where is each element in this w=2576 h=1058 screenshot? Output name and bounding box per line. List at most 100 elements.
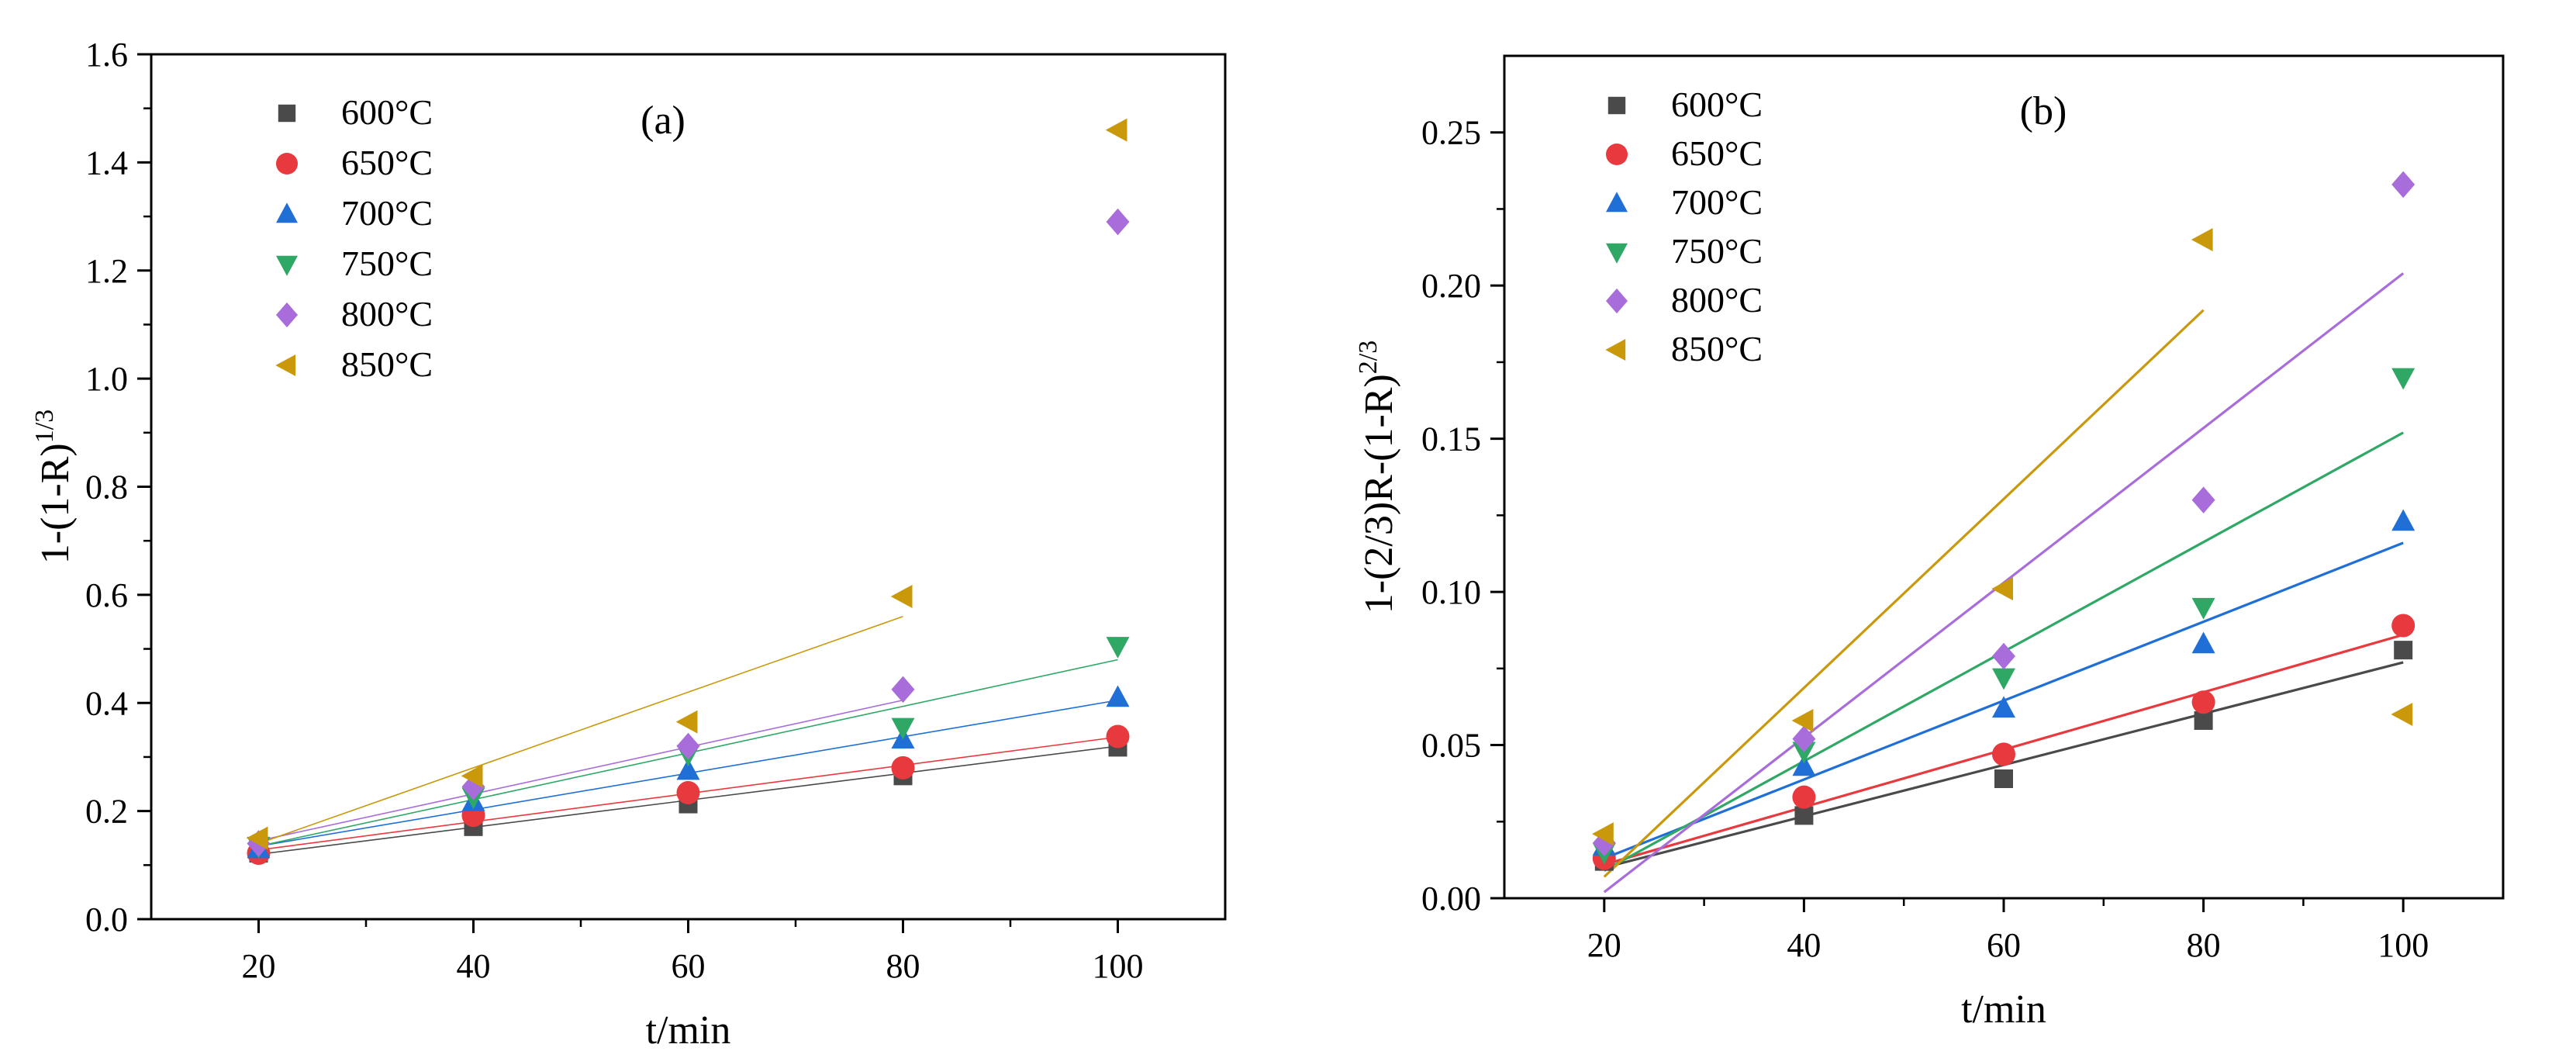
legend-label: 650°C <box>341 143 433 182</box>
y-tick-label: 1.4 <box>85 143 128 182</box>
axes: 20 40 60 80 100 0.00 0.05 0.10 0.15 0.20 0.25 t/min… <box>1354 54 2505 1032</box>
data-point-750 <box>1792 742 1816 764</box>
data-point-800 <box>2191 486 2215 513</box>
data-point-700 <box>1792 754 1816 776</box>
legend-marker <box>1606 143 1628 165</box>
data-point-700 <box>676 758 700 780</box>
y-tick-label: 1.2 <box>85 252 128 290</box>
chart-panel-a: 20 40 60 80 100 0.0 0.2 0.4 0.6 0.8 1.0 1.2 1.4 1.6 t/… <box>30 36 1227 1053</box>
legend-label: 700°C <box>1671 182 1763 222</box>
legend-marker <box>1606 192 1628 213</box>
x-tick-label: 100 <box>2377 926 2429 964</box>
y-axis-label-base: 1-(1-R) <box>33 443 78 564</box>
legend-label: 600°C <box>1671 85 1763 124</box>
data-point-700 <box>1106 685 1130 707</box>
data-point-600 <box>1994 769 2013 788</box>
legend-marker <box>1607 96 1626 115</box>
y-axis-label-superscript: 1/3 <box>30 410 59 443</box>
chart-panel-b: 20 40 60 80 100 0.00 0.05 0.10 0.15 0.20 0.25 t/min… <box>1354 54 2505 1032</box>
x-axis-label: t/min <box>646 1008 731 1053</box>
y-tick-label: 1.6 <box>85 36 128 74</box>
data-point-700 <box>1992 696 2015 718</box>
fit-line-800 <box>258 699 903 842</box>
data-point-650 <box>2191 690 2215 714</box>
data-point-800 <box>1106 208 1130 236</box>
data-point-800 <box>2391 171 2415 199</box>
data-point-850 <box>890 584 913 608</box>
panel-label: (b) <box>2020 89 2067 133</box>
legend-marker <box>276 153 298 175</box>
legend-label: 650°C <box>1671 133 1763 173</box>
x-tick-label: 60 <box>672 947 706 985</box>
y-tick-label: 0.00 <box>1421 880 1481 918</box>
legend-label: 850°C <box>1671 329 1763 368</box>
y-tick-label: 0.4 <box>85 684 128 722</box>
data-point-800 <box>891 676 915 704</box>
data-point-850 <box>1791 708 1814 732</box>
y-tick-label: 0.2 <box>85 793 128 831</box>
data-point-700 <box>2391 509 2415 531</box>
data-point-800 <box>676 732 700 760</box>
x-tick-label: 80 <box>886 947 920 985</box>
legend: 600°C 650°C 700°C 750°C 800°C 850°C <box>275 92 433 384</box>
data-point-800 <box>1992 642 2015 670</box>
x-tick-label: 100 <box>1093 947 1144 985</box>
x-tick-label: 80 <box>2187 926 2221 964</box>
data-point-600 <box>1794 806 1814 825</box>
y-tick-label: 0.6 <box>85 576 128 614</box>
x-tick-label: 40 <box>1787 926 1821 964</box>
fit-line-850 <box>1603 309 2205 878</box>
x-tick-label: 20 <box>1587 926 1621 964</box>
legend-marker <box>278 104 296 123</box>
axes: 20 40 60 80 100 0.0 0.2 0.4 0.6 0.8 1.0 1.2 1.4 1.6 t/… <box>30 36 1227 1053</box>
data-point-650 <box>676 780 700 804</box>
data-point-650 <box>2391 614 2415 638</box>
data-point-800 <box>1792 725 1816 752</box>
legend-marker <box>1606 288 1628 314</box>
legend-label: 800°C <box>341 294 433 334</box>
legend-label: 600°C <box>341 92 433 132</box>
data-point-600 <box>2394 641 2413 660</box>
y-tick-label: 0.10 <box>1421 573 1481 611</box>
legend-label: 750°C <box>1671 231 1763 271</box>
panel-label: (a) <box>641 99 685 143</box>
legend-marker <box>276 255 298 276</box>
y-axis-label: 1-(1-R)1/3 <box>30 410 78 564</box>
data-point-750 <box>1106 637 1130 659</box>
data-point-650 <box>1106 724 1130 749</box>
y-axis-label-base: 1-(2/3)R-(1-R) <box>1357 374 1401 614</box>
data-point-750 <box>2391 368 2415 390</box>
data-point-850 <box>675 710 698 734</box>
data-point-850 <box>1592 822 1614 846</box>
y-tick-label: 0.15 <box>1421 420 1481 458</box>
x-tick-label: 60 <box>1987 926 2021 964</box>
data-point-850 <box>246 826 268 850</box>
series-group <box>246 118 1130 865</box>
data-point-650 <box>1992 742 2015 766</box>
legend: 600°C 650°C 700°C 750°C 800°C 850°C <box>1605 85 1763 368</box>
legend-marker <box>1606 243 1628 264</box>
legend-label: 800°C <box>1671 280 1763 320</box>
legend-marker <box>276 302 298 328</box>
y-tick-label: 0.25 <box>1421 114 1481 152</box>
data-point-750 <box>891 717 915 740</box>
x-tick-label: 20 <box>242 947 276 985</box>
y-tick-label: 0.8 <box>85 468 128 507</box>
data-point-850 <box>461 764 483 788</box>
y-tick-label: 0.0 <box>85 901 128 939</box>
legend-label: 750°C <box>341 244 433 283</box>
legend-marker <box>1605 339 1626 361</box>
data-point-850 <box>1991 577 2013 601</box>
fit-line-850 <box>258 615 903 845</box>
legend-label: 850°C <box>341 344 433 384</box>
y-axis-label-superscript: 2/3 <box>1354 341 1383 374</box>
y-axis-label: 1-(2/3)R-(1-R)2/3 <box>1354 341 1401 614</box>
data-point-850 <box>1105 118 1127 142</box>
data-point-750 <box>1992 668 2015 690</box>
data-point-850 <box>2391 703 2413 727</box>
data-point-750 <box>2191 597 2215 620</box>
legend-marker <box>275 354 296 376</box>
x-axis-label: t/min <box>1961 987 2046 1032</box>
data-point-700 <box>2191 631 2215 654</box>
